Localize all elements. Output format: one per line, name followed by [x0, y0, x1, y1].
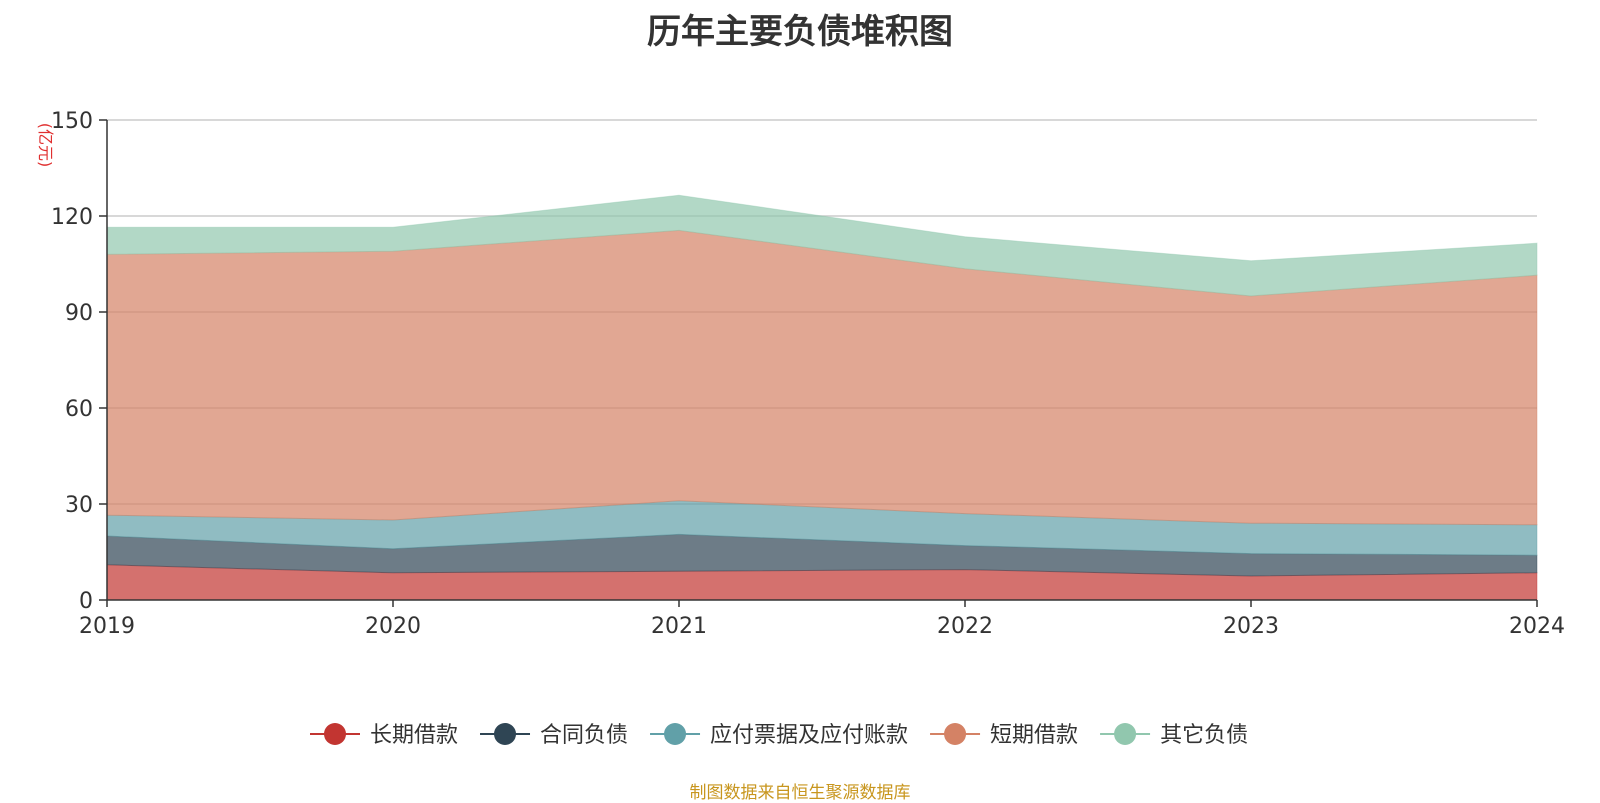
legend-item-3[interactable]: 短期借款 [930, 723, 1078, 748]
legend-marker [324, 723, 346, 745]
legend-label: 其它负债 [1160, 723, 1248, 748]
y-tick-label: 30 [65, 493, 93, 518]
x-tick-label: 2022 [937, 614, 993, 639]
legend-marker [944, 723, 967, 745]
axes: 0 30 60 90 120 150 2019 2020 2021 2022 2023 2024 (亿元… [36, 109, 1565, 639]
y-tick-label: 150 [51, 109, 93, 134]
legend-marker [494, 723, 517, 745]
y-tick-label: 120 [51, 205, 93, 230]
legend-marker [664, 723, 687, 745]
y-unit-label: (亿元) [36, 123, 55, 168]
legend-label: 合同负债 [540, 723, 628, 748]
legend-marker [1114, 723, 1137, 745]
legend-item-2[interactable]: 应付票据及应付账款 [650, 723, 908, 748]
legend-label: 应付票据及应付账款 [710, 723, 908, 748]
x-tick-label: 2023 [1223, 614, 1279, 639]
area-series-4 [106, 194, 1538, 297]
y-tick-label: 0 [79, 589, 93, 614]
legend-item-0[interactable]: 长期借款 [310, 723, 458, 748]
x-tick-label: 2024 [1509, 614, 1565, 639]
area-series [106, 194, 1538, 601]
source-note: 制图数据来自恒生聚源数据库 [689, 783, 911, 803]
legend-label: 长期借款 [370, 723, 458, 748]
x-tick-label: 2019 [79, 614, 135, 639]
legend: 长期借款 合同负债 应付票据及应付账款 短期借款 其它负债 [310, 723, 1248, 748]
chart-title: 历年主要负债堆积图 [647, 12, 953, 52]
y-tick-label: 60 [65, 397, 93, 422]
x-tick-label: 2020 [365, 614, 421, 639]
legend-label: 短期借款 [990, 723, 1078, 748]
x-tick-label: 2021 [651, 614, 707, 639]
legend-item-4[interactable]: 其它负债 [1100, 723, 1248, 748]
y-tick-label: 90 [65, 301, 93, 326]
legend-item-1[interactable]: 合同负债 [480, 723, 628, 748]
